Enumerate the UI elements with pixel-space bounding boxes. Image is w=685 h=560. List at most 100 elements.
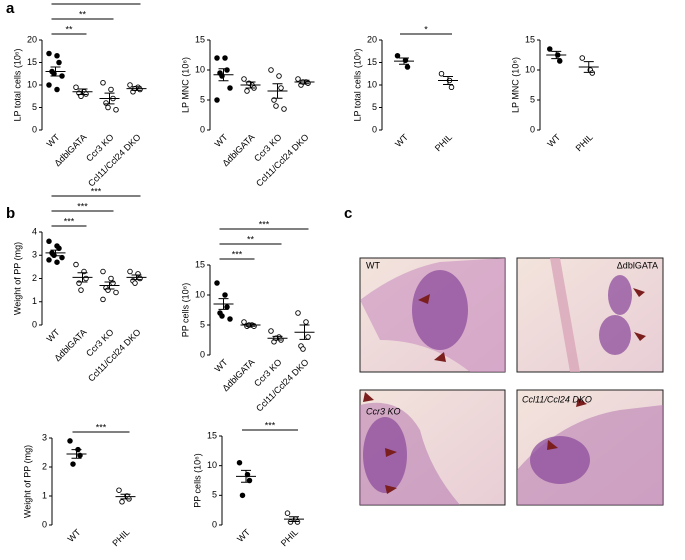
y-axis-label: LP MNC (10⁶) bbox=[510, 57, 520, 113]
x-tick-label: WT bbox=[213, 357, 230, 374]
data-point bbox=[448, 84, 455, 90]
image-label: Ccr3 KO bbox=[366, 406, 401, 416]
y-tick-label: 0 bbox=[530, 124, 535, 134]
significance-label: *** bbox=[64, 216, 75, 226]
data-point bbox=[294, 519, 301, 525]
data-point bbox=[56, 59, 62, 66]
image-label: Ccl11/Ccl24 DKO bbox=[522, 394, 592, 404]
x-tick-label: PHIL bbox=[279, 527, 300, 548]
histology-image bbox=[516, 257, 664, 373]
y-tick-label: 5 bbox=[32, 102, 37, 112]
x-tick-label: Ccl11/Ccl24 DKO bbox=[86, 132, 142, 188]
data-point bbox=[100, 79, 106, 86]
y-axis-label: Weight of PP (mg) bbox=[12, 242, 22, 315]
data-point bbox=[295, 76, 301, 82]
y-tick-label: 10 bbox=[525, 64, 535, 74]
data-point bbox=[54, 53, 60, 59]
data-point bbox=[54, 86, 60, 93]
y-axis-label: LP total cells (10⁶) bbox=[12, 48, 22, 121]
x-tick-label: PHIL bbox=[110, 527, 131, 548]
y-tick-label: 15 bbox=[367, 57, 377, 67]
data-point bbox=[244, 88, 250, 94]
data-point bbox=[239, 492, 246, 499]
data-point bbox=[241, 76, 247, 82]
data-point bbox=[276, 73, 282, 79]
y-axis-label: Weight of PP (mg) bbox=[22, 445, 32, 518]
error-bar bbox=[77, 272, 88, 283]
data-point bbox=[59, 254, 65, 261]
data-point bbox=[579, 55, 586, 61]
y-tick-label: 1 bbox=[42, 490, 47, 500]
data-point bbox=[73, 261, 79, 268]
data-point bbox=[46, 238, 52, 245]
data-point bbox=[108, 86, 114, 93]
data-point bbox=[438, 70, 445, 77]
error-bar bbox=[104, 92, 115, 105]
data-point bbox=[557, 58, 563, 64]
data-point bbox=[281, 106, 287, 112]
y-tick-label: 0 bbox=[200, 124, 205, 134]
error-bar bbox=[443, 75, 453, 86]
y-tick-label: 3 bbox=[42, 432, 47, 442]
data-point bbox=[46, 82, 52, 88]
data-point bbox=[127, 82, 133, 88]
x-tick-label: WT bbox=[235, 527, 252, 544]
data-point bbox=[227, 316, 233, 322]
y-tick-label: 20 bbox=[27, 34, 37, 44]
error-bar bbox=[583, 61, 594, 73]
data-point bbox=[214, 97, 220, 103]
y-tick-label: 10 bbox=[195, 64, 205, 74]
y-tick-label: 0 bbox=[200, 349, 205, 359]
error-bar bbox=[50, 249, 61, 257]
error-bar bbox=[399, 57, 409, 65]
data-point bbox=[214, 55, 220, 61]
x-tick-label: WT bbox=[213, 132, 230, 149]
data-point bbox=[105, 104, 111, 111]
data-point bbox=[100, 296, 106, 303]
data-point bbox=[300, 346, 306, 352]
data-point bbox=[241, 319, 247, 325]
error-bar bbox=[241, 469, 251, 483]
x-tick-label: Ccl11/Ccl24 DKO bbox=[254, 132, 310, 188]
y-tick-label: 5 bbox=[200, 319, 205, 329]
y-tick-label: 5 bbox=[200, 94, 205, 104]
significance-label: * bbox=[424, 24, 428, 34]
error-bar bbox=[120, 493, 131, 500]
data-point bbox=[70, 461, 76, 467]
data-point bbox=[214, 280, 220, 286]
y-tick-label: 5 bbox=[530, 94, 535, 104]
error-bar bbox=[131, 274, 142, 281]
x-tick-label: WT bbox=[545, 132, 562, 149]
y-tick-label: 10 bbox=[195, 289, 205, 299]
data-point bbox=[394, 53, 401, 59]
image-label: WT bbox=[366, 260, 380, 270]
data-point bbox=[305, 334, 311, 340]
x-tick-label: Ccl11/Ccl24 DKO bbox=[254, 357, 310, 413]
y-tick-label: 15 bbox=[27, 57, 37, 67]
y-tick-label: 10 bbox=[27, 79, 37, 89]
y-tick-label: 1 bbox=[32, 296, 37, 306]
data-point bbox=[137, 86, 143, 93]
data-point bbox=[54, 259, 60, 265]
data-point bbox=[100, 268, 106, 275]
y-tick-label: 10 bbox=[367, 79, 377, 89]
error-bar bbox=[50, 66, 61, 77]
data-point bbox=[127, 268, 133, 275]
significance-label: *** bbox=[232, 249, 243, 259]
significance-label: *** bbox=[259, 219, 270, 229]
data-point bbox=[273, 103, 279, 109]
error-bar bbox=[272, 335, 283, 341]
y-tick-label: 20 bbox=[367, 34, 377, 44]
x-tick-label: WT bbox=[45, 327, 62, 344]
data-point bbox=[284, 510, 291, 516]
data-point bbox=[108, 275, 114, 282]
data-point bbox=[303, 319, 309, 325]
data-point bbox=[67, 438, 73, 444]
y-tick-label: 4 bbox=[32, 226, 37, 236]
error-bar bbox=[131, 86, 142, 91]
x-tick-label: PHIL bbox=[574, 132, 595, 153]
y-tick-label: 5 bbox=[372, 102, 377, 112]
data-point bbox=[222, 55, 228, 61]
data-point bbox=[222, 292, 228, 298]
